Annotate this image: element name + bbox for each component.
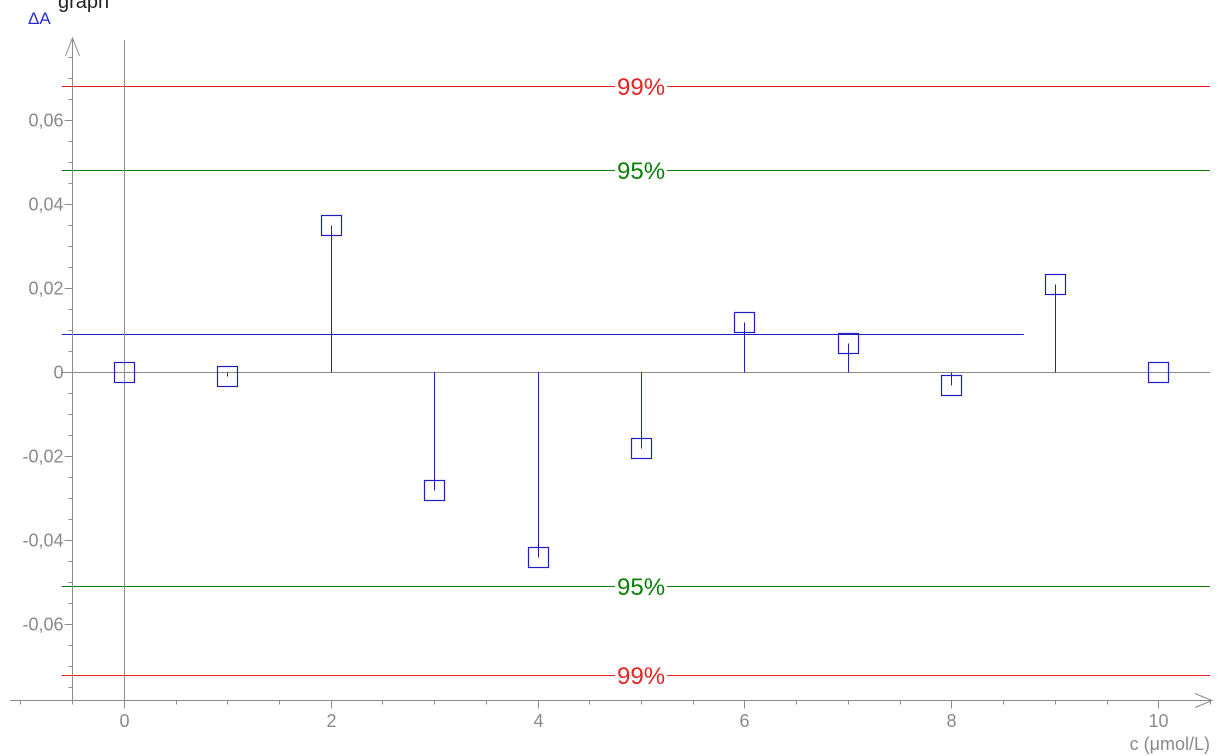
data-point-marker — [940, 374, 963, 397]
data-point-marker — [1147, 361, 1170, 384]
y-axis-arrow — [65, 36, 80, 57]
y-tick-label: 0,04 — [28, 195, 63, 215]
residual-series — [113, 214, 1170, 569]
ticks: 0,06 0,04 0,02 0 -0,02 -0,04 -0,06 0 2 4 6 8 10 — [20, 57, 1211, 731]
y-tick-label: -0,02 — [22, 447, 63, 467]
confidence-limit-label: 99% — [617, 663, 665, 690]
x-axis-label: c (μmol/L) — [1130, 734, 1210, 754]
confidence-limit-label-background — [615, 583, 668, 590]
x-tick-label: 8 — [946, 711, 956, 731]
limit-lines: 99% 95% 95% 99% — [61, 74, 1210, 690]
data-point-marker — [216, 365, 239, 388]
data-point-marker — [1044, 273, 1067, 296]
confidence-limit-label: 95% — [617, 574, 665, 601]
x-tick-label: 6 — [739, 711, 749, 731]
y-axis-label: ΔA — [28, 9, 51, 28]
y-tick-label: 0,02 — [28, 279, 63, 299]
confidence-limit-label: 95% — [617, 158, 665, 185]
x-axis-arrow — [1194, 693, 1214, 708]
y-tick-label: -0,06 — [22, 615, 63, 635]
data-point-marker — [527, 546, 550, 569]
x-tick-label: 2 — [326, 711, 336, 731]
x-tick-label: 10 — [1148, 711, 1168, 731]
y-tick-label: 0,06 — [28, 111, 63, 131]
data-point-marker — [423, 479, 446, 502]
confidence-limit-label-background — [615, 83, 668, 90]
data-point-marker — [113, 361, 136, 384]
confidence-limit-label-background — [615, 167, 668, 174]
data-point-marker — [320, 214, 343, 237]
chart-title-fragment: graph — [58, 0, 109, 13]
x-tick-label: 4 — [533, 711, 543, 731]
data-point-marker — [630, 437, 653, 460]
confidence-limit-label: 99% — [617, 74, 665, 101]
y-tick-label: 0 — [53, 363, 63, 383]
x-tick-label: 0 — [119, 711, 129, 731]
axes — [10, 36, 1214, 708]
y-tick-label: -0,04 — [22, 531, 63, 551]
data-point-marker — [733, 311, 756, 334]
confidence-limit-label-background — [615, 672, 668, 679]
data-point-marker — [837, 332, 860, 355]
